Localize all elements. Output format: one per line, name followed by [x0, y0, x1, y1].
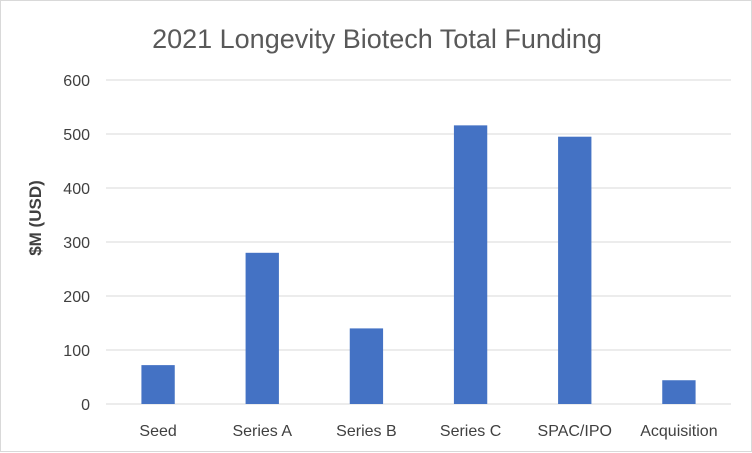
y-tick-label: 500: [63, 127, 90, 144]
x-tick-label: Series A: [232, 423, 292, 440]
x-axis-ticks: Seed Series A Series B Series C SPAC/IPO Acqu…: [139, 423, 717, 440]
bar: [141, 365, 175, 404]
bar: [453, 125, 488, 405]
x-tick-label: Acquisition: [640, 423, 717, 440]
y-axis-label: $M (USD): [26, 180, 45, 256]
y-tick-label: 0: [81, 397, 90, 414]
y-tick-label: 300: [63, 235, 90, 252]
bar: [558, 136, 592, 404]
x-tick-label: Series B: [336, 423, 396, 440]
chart-title: 2021 Longevity Biotech Total Funding: [152, 24, 602, 54]
x-tick-label: Series C: [440, 423, 501, 440]
y-tick-label: 600: [63, 73, 90, 90]
x-tick-label: Seed: [139, 423, 176, 440]
gridlines: [106, 79, 731, 405]
y-axis-ticks: 0 100 200 300 400 500 600: [63, 73, 90, 414]
bars: [141, 125, 696, 405]
bar: [662, 380, 696, 404]
x-tick-label: SPAC/IPO: [538, 423, 612, 440]
y-tick-label: 400: [63, 181, 90, 198]
bar: [349, 328, 384, 404]
bar: [245, 252, 279, 404]
y-tick-label: 100: [63, 343, 90, 360]
y-tick-label: 200: [63, 289, 90, 306]
